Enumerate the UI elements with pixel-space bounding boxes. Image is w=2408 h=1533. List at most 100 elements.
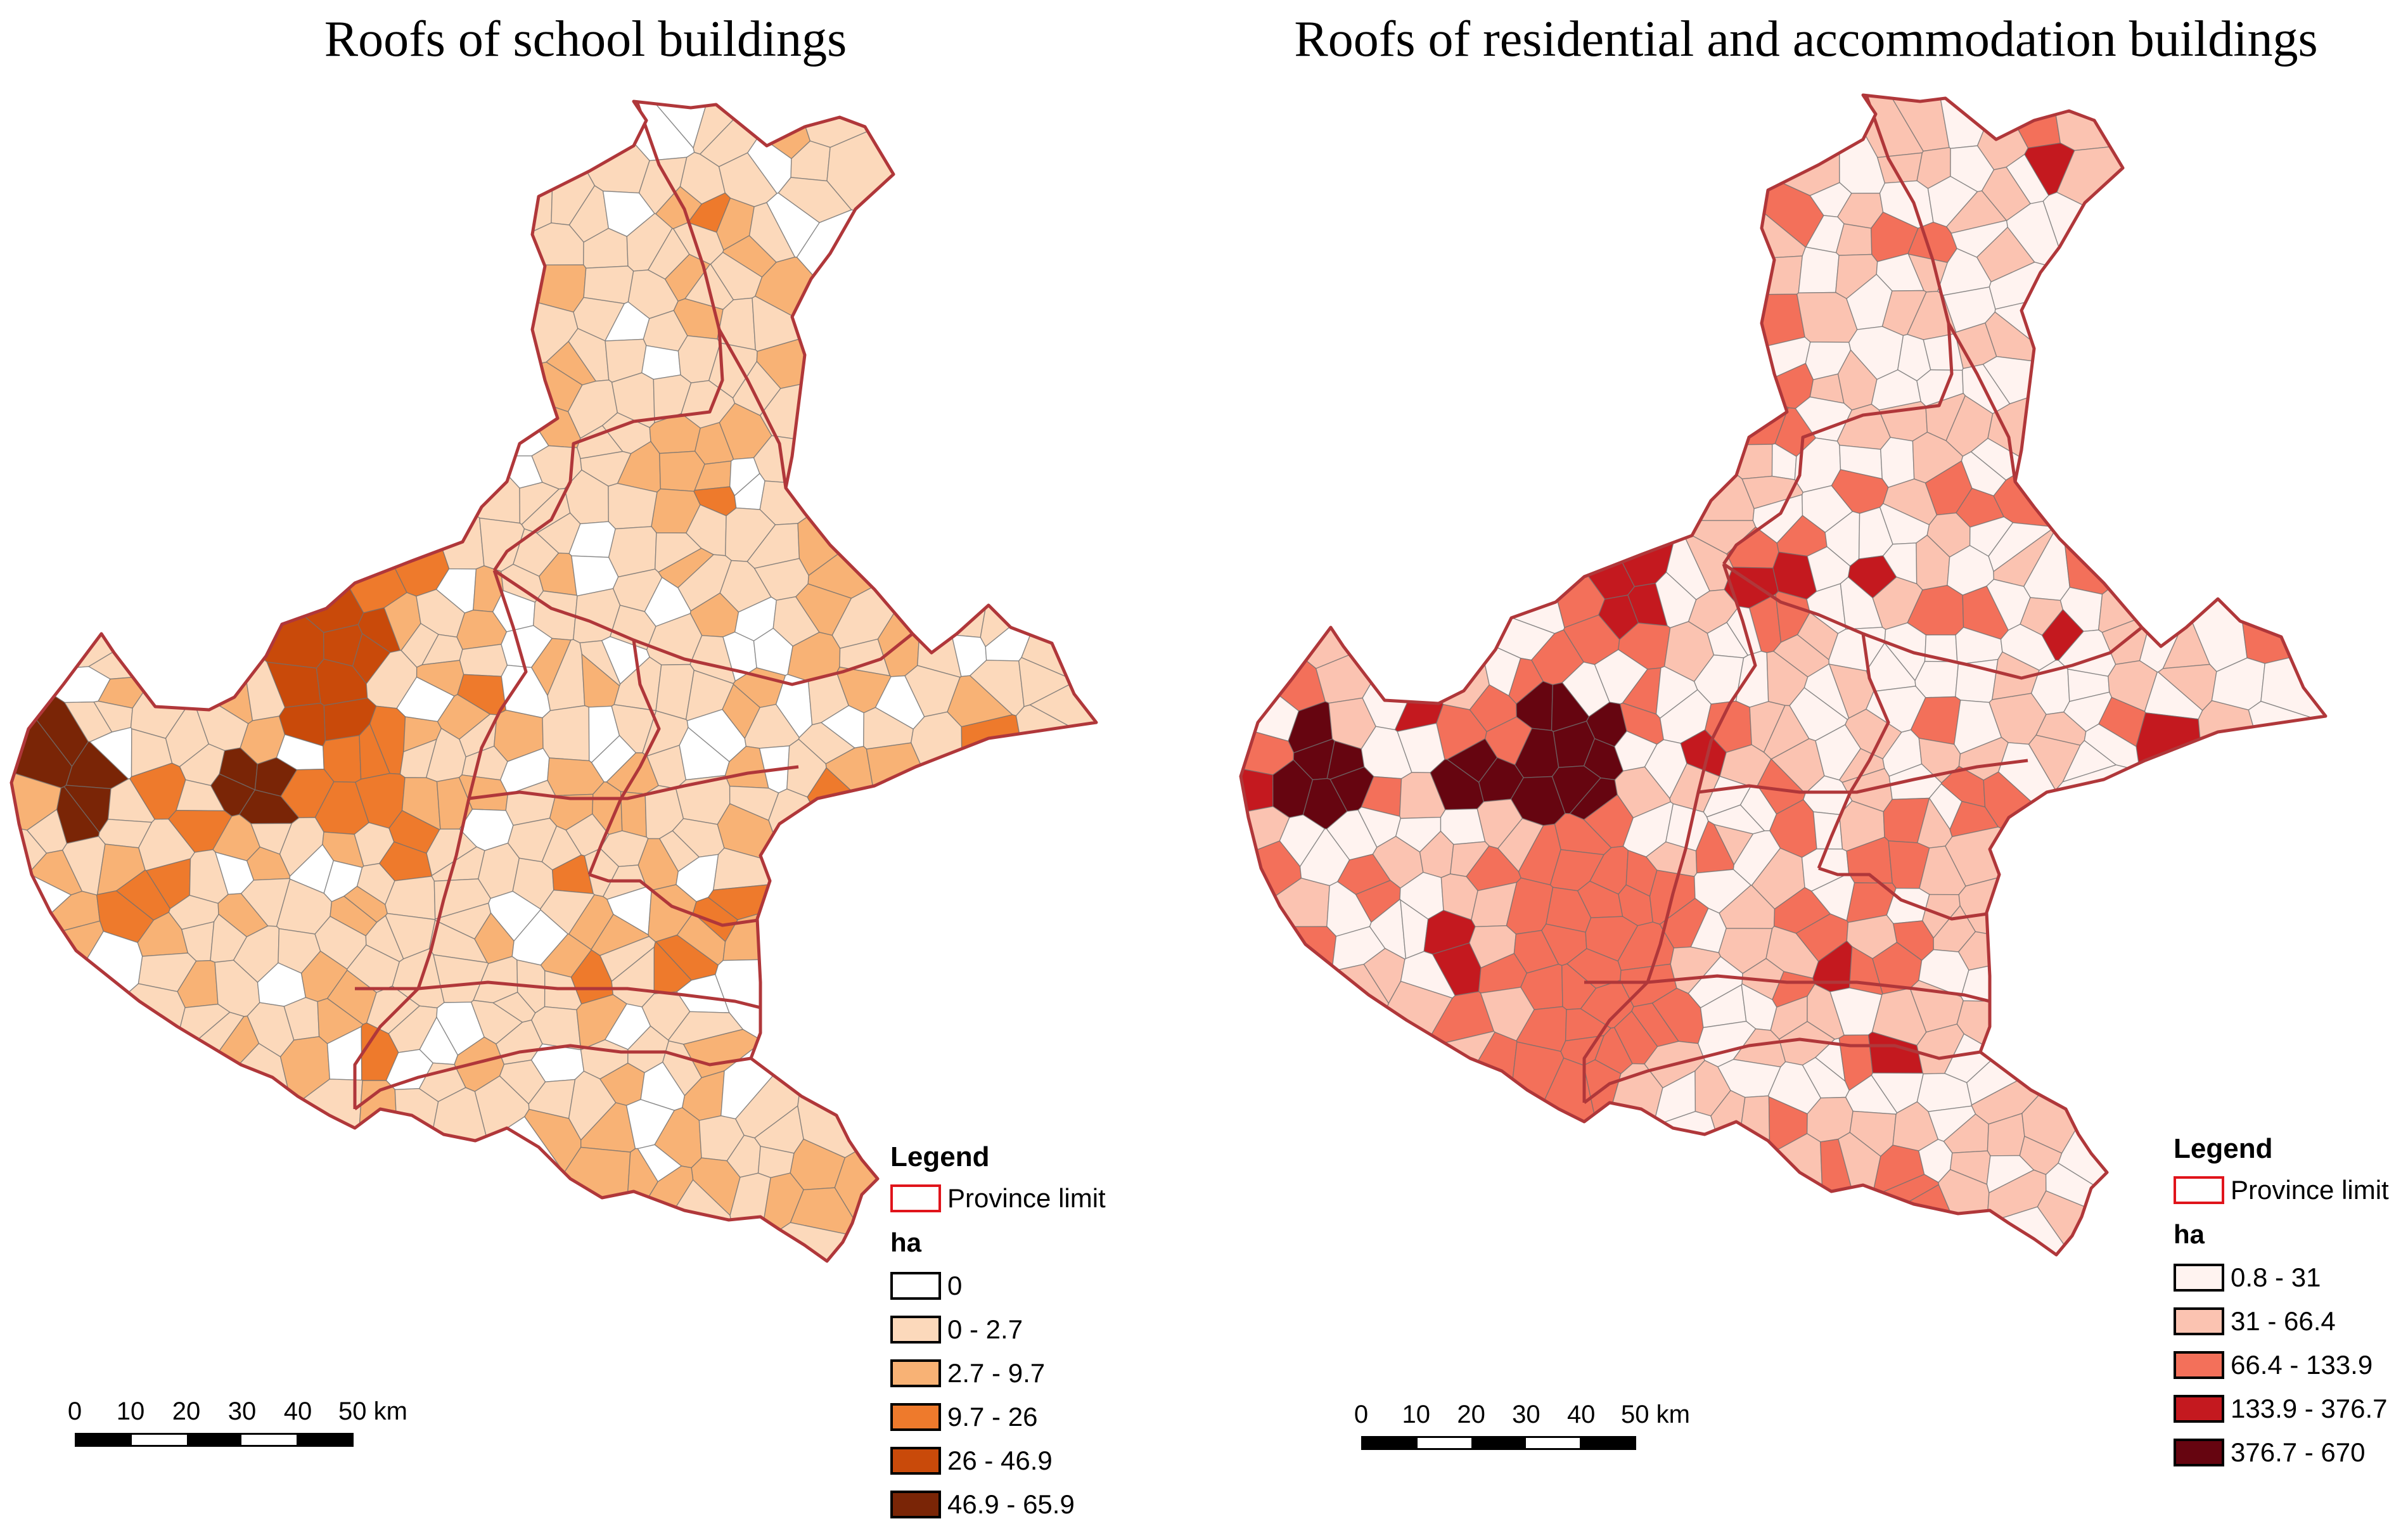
municipality-area: [980, 536, 1078, 648]
municipality-area: [583, 266, 634, 304]
legend-class-label: 26 - 46.9: [947, 1445, 1053, 1475]
municipality-area: [748, 202, 796, 263]
municipality-area: [499, 1060, 546, 1105]
municipality-area: [715, 1222, 907, 1261]
province-limit-line: [1698, 759, 2028, 794]
legend-class-row: 133.9 - 376.7: [2174, 1387, 2389, 1430]
municipality-area: [608, 483, 658, 530]
legend-unit: ha: [890, 1228, 922, 1257]
legend-class-label: 133.9 - 376.7: [2231, 1393, 2388, 1423]
municipality-area: [565, 101, 695, 162]
province-limit-label: Province limit: [947, 1183, 1106, 1213]
scale-segment: [131, 1435, 187, 1445]
municipality-area: [1411, 590, 1490, 710]
municipality-area: [2136, 712, 2209, 831]
map-title: Roofs of residential and accommodation b…: [1294, 11, 2318, 67]
province-limits-layer: [1582, 95, 2143, 1104]
region-outline: [10, 99, 1098, 1263]
scale-segment: [1580, 1438, 1634, 1448]
municipality-area: [2062, 479, 2187, 595]
map-panel-residential: Roofs of residential and accommodation b…: [1204, 0, 2408, 1533]
municipality-area: [1672, 365, 1789, 446]
province-limits-layer: [353, 101, 914, 1110]
municipality-area: [2231, 537, 2326, 664]
province-limit-line: [717, 328, 788, 489]
municipality-area: [2051, 764, 2195, 877]
municipality-area: [1728, 95, 1840, 196]
legend-heading: Legend: [2174, 1133, 2273, 1164]
municipality-area: [160, 1042, 293, 1162]
province-limit-line: [587, 639, 661, 875]
scale-segment: [186, 1435, 242, 1445]
legend-class-row: 0 - 2.7: [890, 1307, 1106, 1351]
municipality-area: [1957, 931, 2074, 971]
legend-class-label: 0 - 2.7: [947, 1314, 1023, 1344]
municipality-area: [1634, 414, 1755, 522]
municipality-area: [1241, 589, 1326, 712]
scale-bar-graphic: [75, 1433, 354, 1447]
municipality-area: [797, 458, 914, 577]
municipality-area: [394, 1087, 439, 1205]
municipality-area: [796, 209, 928, 345]
scale-segment: [1363, 1438, 1418, 1448]
legend-unit: ha: [2174, 1219, 2205, 1249]
legend-class-label: 66.4 - 133.9: [2231, 1349, 2373, 1380]
province-limit-line: [1722, 562, 2143, 680]
province-limit-line: [1947, 322, 2017, 482]
municipality-area: [1279, 963, 1390, 1072]
province-limit-line: [1818, 866, 1997, 921]
municipality-area: [251, 1079, 363, 1205]
municipality-area: [1682, 255, 1803, 296]
municipality-area: [768, 788, 866, 908]
province-limit-line: [1583, 1037, 1981, 1104]
legend-classes: 0 0 - 2.7 2.7 - 9.7 9.7 - 26 26 - 46.9 46.9 -…: [890, 1264, 1106, 1526]
legend-class-row: 31 - 66.4: [2174, 1299, 2389, 1343]
legend-class-row: 0: [890, 1264, 1106, 1307]
municipality-area: [463, 222, 584, 266]
municipality-area: [641, 345, 681, 380]
scale-tick-label: 20: [1457, 1401, 1485, 1428]
region-outline: [1239, 93, 2328, 1257]
map-panel-school: Roofs of school buildings Legend Provinc…: [10, 11, 1106, 1526]
legend-swatch: [2174, 1394, 2224, 1423]
municipality-area: [1241, 620, 1300, 742]
scale-tick-label: 30: [1512, 1401, 1540, 1428]
scale-tick-label: 10: [116, 1397, 145, 1425]
scale-segment: [1417, 1438, 1472, 1448]
province-limit-line: [493, 568, 914, 686]
scale-tick-label: 50 km: [1621, 1401, 1690, 1428]
scale-tick-label: 20: [172, 1397, 201, 1425]
municipality-area: [205, 553, 324, 669]
legend-swatch: [2174, 1263, 2224, 1292]
municipality-area: [753, 435, 876, 488]
scale-segment: [241, 1435, 297, 1445]
legend-swatch: [890, 1490, 941, 1518]
municipality-area: [2040, 95, 2170, 151]
municipality-area: [910, 711, 963, 836]
legend-class-row: 0.8 - 31: [2174, 1255, 2389, 1299]
legend-swatch: [2174, 1307, 2224, 1335]
legend-class-row: 26 - 46.9: [890, 1439, 1106, 1482]
legend-swatch: [890, 1315, 941, 1344]
scale-tick-label: 40: [1566, 1401, 1596, 1428]
municipality-area: [1377, 1030, 1495, 1148]
municipality-area: [1241, 551, 1425, 669]
legend-class-label: 0: [947, 1270, 963, 1300]
municipality-area: [409, 422, 521, 524]
legend-swatch: [890, 1402, 941, 1431]
legend-class-row: 2.7 - 9.7: [890, 1351, 1106, 1395]
municipality-area: [1241, 926, 1337, 1043]
legend-class-row: 66.4 - 133.9: [2174, 1343, 2389, 1387]
legend-province-row: Province limit: [890, 1175, 1106, 1222]
legend-class-label: 31 - 66.4: [2231, 1305, 2336, 1336]
municipality-area: [866, 742, 963, 859]
scale-labels: 0 10 20 30 40 50 km: [68, 1397, 407, 1433]
legend-class-label: 46.9 - 65.9: [947, 1489, 1075, 1519]
map-legend: Legend Province limit ha 0 0 - 2.7 2.7 - 9…: [890, 1139, 1106, 1526]
municipality-area: [63, 983, 186, 1106]
map-title: Roofs of school buildings: [324, 11, 847, 67]
province-limit-line: [1582, 563, 1757, 1103]
municipality-area: [1717, 1132, 1826, 1255]
province-limit-swatch: [2174, 1176, 2224, 1204]
province-limit-line: [468, 765, 799, 800]
